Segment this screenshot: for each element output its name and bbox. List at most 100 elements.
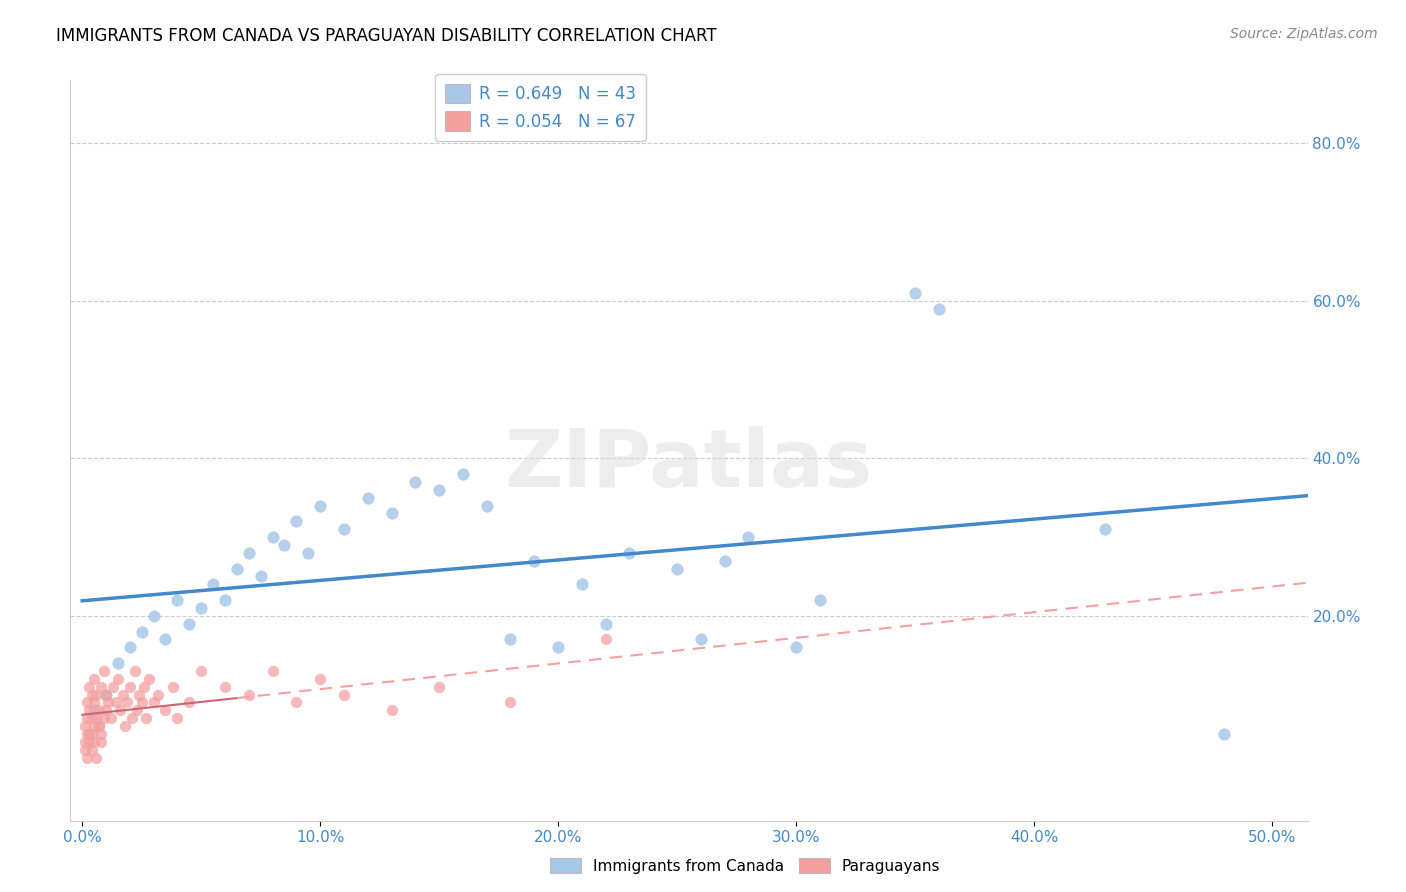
Point <box>595 632 617 647</box>
Point <box>79 680 101 694</box>
Point <box>73 735 96 749</box>
Point <box>179 616 201 631</box>
Point <box>475 499 498 513</box>
Point <box>128 688 150 702</box>
Point <box>238 546 260 560</box>
Point <box>101 680 124 694</box>
Point <box>94 703 117 717</box>
Point <box>785 640 807 655</box>
Point <box>107 672 129 686</box>
Point <box>135 711 157 725</box>
Point <box>90 727 112 741</box>
Point <box>117 696 139 710</box>
Point <box>238 688 260 702</box>
Point <box>202 577 225 591</box>
Point <box>86 750 108 764</box>
Point <box>427 680 450 694</box>
Text: Source: ZipAtlas.com: Source: ZipAtlas.com <box>1230 27 1378 41</box>
Point <box>262 664 284 678</box>
Point <box>73 743 96 757</box>
Legend: Immigrants from Canada, Paraguayans: Immigrants from Canada, Paraguayans <box>544 852 946 880</box>
Point <box>79 735 101 749</box>
Point <box>94 688 117 702</box>
Point <box>297 546 319 560</box>
Point <box>190 601 212 615</box>
Point <box>76 750 98 764</box>
Point <box>689 632 711 647</box>
Point <box>285 696 308 710</box>
Point <box>155 632 177 647</box>
Point <box>499 632 522 647</box>
Point <box>666 561 689 575</box>
Point <box>125 703 148 717</box>
Point <box>110 703 132 717</box>
Point <box>499 696 522 710</box>
Point <box>131 624 153 639</box>
Point <box>90 735 112 749</box>
Point <box>87 719 110 733</box>
Point <box>104 696 127 710</box>
Point <box>928 301 950 316</box>
Point <box>523 554 546 568</box>
Point <box>94 688 117 702</box>
Point <box>904 285 927 300</box>
Point <box>179 696 201 710</box>
Legend: R = 0.649   N = 43, R = 0.054   N = 67: R = 0.649 N = 43, R = 0.054 N = 67 <box>436 74 645 141</box>
Point <box>80 711 103 725</box>
Point <box>80 688 103 702</box>
Point <box>333 688 356 702</box>
Point <box>132 680 155 694</box>
Point <box>79 727 101 741</box>
Point <box>86 688 108 702</box>
Point <box>79 703 101 717</box>
Point <box>380 507 402 521</box>
Point <box>808 593 831 607</box>
Point <box>309 672 332 686</box>
Point <box>142 608 165 623</box>
Point <box>83 719 105 733</box>
Point <box>100 711 122 725</box>
Point <box>83 696 105 710</box>
Point <box>737 530 759 544</box>
Point <box>118 680 141 694</box>
Point <box>309 499 332 513</box>
Point <box>427 483 450 497</box>
Point <box>87 703 110 717</box>
Point <box>380 703 402 717</box>
Point <box>333 522 356 536</box>
Point <box>76 727 98 741</box>
Point <box>87 719 110 733</box>
Point <box>83 672 105 686</box>
Point <box>619 546 641 560</box>
Point <box>90 680 112 694</box>
Point <box>214 593 236 607</box>
Point <box>262 530 284 544</box>
Point <box>80 743 103 757</box>
Point <box>114 719 136 733</box>
Point <box>357 491 380 505</box>
Point <box>166 711 188 725</box>
Point <box>73 719 96 733</box>
Point <box>190 664 212 678</box>
Point <box>80 727 103 741</box>
Point <box>162 680 184 694</box>
Point <box>595 616 617 631</box>
Point <box>155 703 177 717</box>
Point <box>214 680 236 694</box>
Point <box>124 664 146 678</box>
Point <box>93 711 115 725</box>
Point <box>86 711 108 725</box>
Point <box>547 640 569 655</box>
Point <box>111 688 134 702</box>
Point <box>83 735 105 749</box>
Point <box>138 672 160 686</box>
Point <box>131 696 153 710</box>
Point <box>273 538 295 552</box>
Point <box>93 664 115 678</box>
Point <box>83 703 105 717</box>
Point <box>225 561 247 575</box>
Text: IMMIGRANTS FROM CANADA VS PARAGUAYAN DISABILITY CORRELATION CHART: IMMIGRANTS FROM CANADA VS PARAGUAYAN DIS… <box>56 27 717 45</box>
Text: ZIPatlas: ZIPatlas <box>505 426 873 504</box>
Point <box>76 711 98 725</box>
Point <box>571 577 593 591</box>
